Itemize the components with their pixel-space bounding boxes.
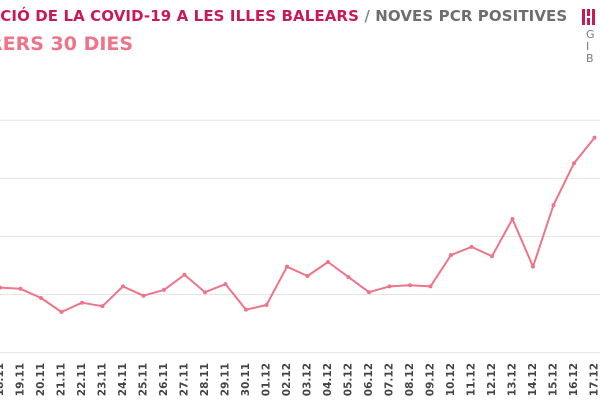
data-point-18	[367, 290, 371, 295]
chart-header: UCIÓ DE LA COVID-19 A LES ILLES BALEARS …	[0, 0, 600, 70]
data-point-4	[80, 300, 84, 305]
x-tick-label-8: 26.11	[158, 363, 170, 396]
chart-title-sub: NOVES PCR POSITIVES	[375, 7, 568, 25]
x-tick-label-18: 06.12	[363, 363, 375, 396]
data-point-19	[387, 284, 392, 289]
chart-title-separator: /	[359, 7, 376, 25]
data-point-16	[326, 260, 330, 265]
data-point-25	[510, 217, 515, 222]
x-tick-label-7: 25.11	[138, 363, 150, 396]
x-tick-label-10: 28.11	[199, 363, 211, 396]
x-tick-label-5: 23.11	[97, 363, 109, 396]
logo-bar-3	[587, 18, 590, 25]
x-tick-label-11: 29.11	[220, 363, 232, 396]
data-point-5	[100, 304, 105, 309]
data-point-13	[264, 303, 269, 308]
x-tick-label-2: 20.11	[35, 363, 47, 396]
data-point-26	[531, 264, 535, 269]
x-tick-label-14: 02.12	[281, 363, 293, 396]
logo-bar-2	[587, 9, 590, 16]
data-point-10	[203, 290, 207, 295]
x-tick-label-16: 04.12	[322, 363, 334, 396]
x-tick-label-17: 05.12	[343, 363, 355, 396]
data-point-29	[592, 135, 597, 140]
x-tick-label-13: 01.12	[261, 363, 273, 396]
data-point-24	[490, 254, 494, 259]
x-tick-label-21: 09.12	[425, 363, 437, 396]
data-point-28	[572, 161, 576, 166]
data-point-23	[469, 244, 474, 249]
x-tick-label-3: 21.11	[56, 363, 68, 396]
data-point-21	[428, 284, 433, 289]
x-tick-label-4: 22.11	[76, 363, 88, 396]
data-point-20	[408, 283, 412, 288]
data-point-2	[39, 296, 43, 301]
data-point-3	[59, 309, 64, 314]
line-chart: 18.11 19.11 20.11 21.11 22.11 23.11 24.11 25.11…	[0, 119, 600, 396]
x-tick-label-23: 11.12	[466, 363, 478, 396]
data-point-22	[449, 253, 453, 258]
data-point-1	[18, 286, 23, 291]
logo-bar-1	[582, 9, 585, 25]
chart-title: UCIÓ DE LA COVID-19 A LES ILLES BALEARS …	[0, 7, 567, 25]
data-point-8	[162, 287, 166, 292]
x-tick-label-22: 10.12	[445, 363, 457, 396]
x-tick-label-1: 19.11	[15, 363, 27, 396]
x-tick-label-20: 08.12	[404, 363, 416, 396]
govern-logo: G I B	[582, 9, 600, 65]
logo-bar-4	[592, 9, 595, 25]
x-tick-label-12: 30.11	[240, 363, 252, 396]
data-point-7	[141, 293, 146, 298]
x-tick-label-15: 03.12	[302, 363, 314, 396]
x-tick-label-0: 18.11	[0, 363, 6, 396]
x-tick-label-25: 13.12	[507, 363, 519, 396]
series-line	[0, 136, 596, 313]
x-tick-label-28: 16.12	[568, 363, 580, 396]
data-point-17	[346, 275, 351, 280]
x-tick-label-19: 07.12	[384, 363, 396, 396]
grid-layer	[0, 119, 600, 354]
x-tick-label-27: 15.12	[548, 363, 560, 396]
x-tick-layer: 18.11 19.11 20.11 21.11 22.11 23.11 24.11 25.11…	[0, 363, 600, 396]
x-tick-label-26: 14.12	[527, 363, 539, 396]
data-point-27	[551, 203, 556, 208]
data-point-15	[305, 273, 310, 278]
x-tick-label-29: 17.12	[589, 363, 600, 396]
chart-title-main: UCIÓ DE LA COVID-19 A LES ILLES BALEARS	[0, 7, 359, 25]
data-point-9	[182, 272, 187, 277]
govern-logo-text: G I B	[586, 28, 595, 65]
x-tick-label-9: 27.11	[179, 363, 191, 396]
data-point-11	[223, 282, 228, 287]
x-tick-label-6: 24.11	[117, 363, 129, 396]
chart-subtitle: RERS 30 DIES	[0, 33, 134, 55]
data-point-6	[121, 284, 125, 289]
series-layer	[0, 135, 597, 314]
data-point-12	[244, 307, 248, 312]
data-point-0	[0, 285, 2, 290]
govern-logo-icon	[582, 9, 595, 25]
x-tick-label-24: 12.12	[486, 363, 498, 396]
data-point-14	[285, 264, 289, 269]
